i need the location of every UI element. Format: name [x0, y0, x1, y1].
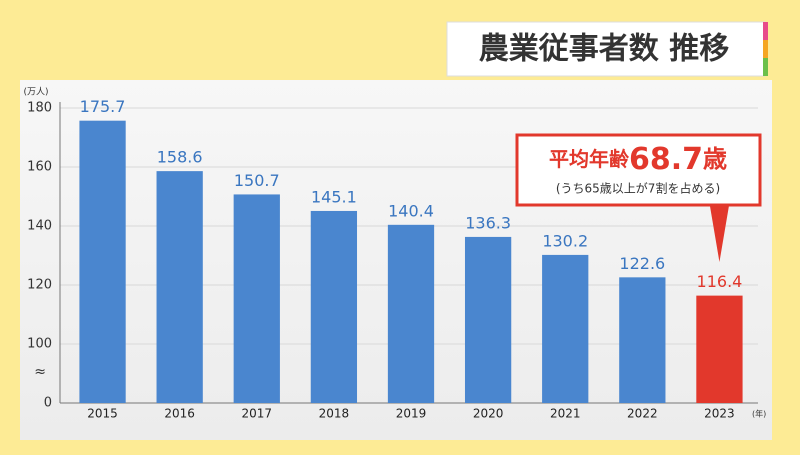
x-tick-label: 2022 — [627, 407, 658, 421]
value-label: 158.6 — [157, 148, 203, 167]
x-tick-label: 2019 — [396, 407, 427, 421]
title-box — [446, 21, 766, 77]
callout-title: 平均年齢68.7歳 — [549, 142, 727, 177]
callout-note: (うち65歳以上が7割を占める) — [556, 181, 720, 196]
chart-title: 農業従事者数 推移 — [479, 32, 729, 67]
callout-value: 68.7 — [629, 142, 703, 177]
x-tick-label: 2023 — [704, 407, 735, 421]
y-unit: (万人) — [23, 87, 48, 98]
value-label: 175.7 — [80, 97, 126, 116]
y-tick-label: 100 — [27, 337, 52, 352]
callout-suffix: 歳 — [703, 145, 727, 173]
value-label: 130.2 — [542, 231, 588, 250]
x-tick-label: 2017 — [242, 407, 273, 421]
x-tick-label: 2016 — [164, 407, 195, 421]
bar — [79, 120, 126, 403]
bar — [696, 295, 743, 403]
callout-prefix: 平均年齢 — [549, 147, 630, 171]
y-origin-label: 0 — [44, 396, 52, 411]
y-tick-label: 120 — [27, 278, 52, 293]
value-label: 136.3 — [465, 213, 511, 232]
callout-pointer — [709, 203, 730, 262]
value-label: 145.1 — [311, 187, 357, 206]
x-unit: (年) — [752, 409, 766, 419]
bar — [619, 277, 666, 403]
bar — [233, 194, 280, 403]
x-tick-label: 2020 — [473, 407, 504, 421]
x-tick-label: 2015 — [87, 407, 118, 421]
bar — [156, 171, 203, 403]
bar — [310, 210, 358, 403]
y-tick-label: 180 — [27, 101, 52, 116]
bar — [542, 254, 589, 403]
callout-box — [515, 133, 762, 207]
value-label: 140.4 — [388, 201, 434, 220]
x-tick-label: 2021 — [550, 407, 581, 421]
value-label: 122.6 — [619, 254, 665, 273]
value-label: 150.7 — [234, 171, 280, 190]
title-stripe — [763, 58, 768, 76]
y-tick-label: 160 — [27, 160, 52, 175]
bar — [464, 236, 512, 403]
y-tick-label: 140 — [27, 219, 52, 234]
bar — [387, 224, 435, 403]
x-tick-label: 2018 — [319, 407, 350, 421]
axis-break: ≈ — [34, 364, 46, 380]
title-stripe — [763, 22, 768, 40]
title-stripe — [763, 40, 768, 58]
value-label: 116.4 — [697, 272, 743, 291]
